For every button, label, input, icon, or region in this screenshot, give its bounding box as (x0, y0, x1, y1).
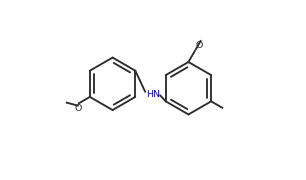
Text: HN: HN (146, 91, 160, 100)
Text: O: O (75, 104, 82, 113)
Text: O: O (196, 41, 203, 50)
